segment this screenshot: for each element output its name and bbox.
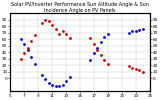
Title: Solar PV/Inverter Performance Sun Altitude Angle & Sun Incidence Angle on PV Pan: Solar PV/Inverter Performance Sun Altitu… <box>11 2 149 13</box>
